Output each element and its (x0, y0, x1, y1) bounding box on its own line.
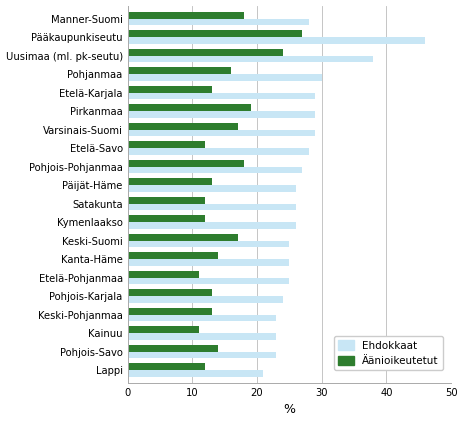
Bar (127, 333, 276, 340)
Bar (127, 314, 276, 321)
Bar (127, 74, 322, 81)
Bar (127, 197, 205, 203)
Bar (127, 92, 315, 99)
Bar (127, 234, 238, 241)
Bar (127, 86, 212, 92)
Bar (127, 345, 218, 352)
Legend: Ehdokkaat, Äänioikeutetut: Ehdokkaat, Äänioikeutetut (334, 336, 443, 370)
Bar (127, 222, 296, 229)
Bar (127, 185, 296, 192)
Bar (127, 148, 309, 155)
Bar (127, 19, 309, 25)
Bar (127, 352, 276, 358)
Bar (127, 12, 244, 19)
Bar (127, 215, 205, 222)
Bar (127, 160, 244, 167)
Bar (127, 296, 283, 303)
Bar (127, 56, 374, 62)
Bar (127, 141, 205, 148)
Bar (127, 259, 289, 266)
Bar (127, 203, 296, 210)
Bar (127, 252, 218, 259)
Bar (127, 363, 205, 370)
Bar (127, 111, 315, 118)
Bar (127, 271, 199, 278)
Bar (127, 241, 289, 247)
Bar (127, 123, 238, 130)
Bar (127, 30, 302, 37)
Bar (127, 326, 199, 333)
Bar (127, 49, 283, 56)
Bar (127, 104, 250, 111)
Bar (127, 37, 425, 43)
Bar (127, 370, 263, 377)
Bar (127, 167, 302, 173)
Bar (127, 130, 315, 136)
Bar (127, 68, 231, 74)
Bar (127, 179, 212, 185)
Bar (127, 289, 212, 296)
Bar (127, 308, 212, 314)
Bar (127, 278, 289, 284)
X-axis label: %: % (283, 403, 295, 417)
